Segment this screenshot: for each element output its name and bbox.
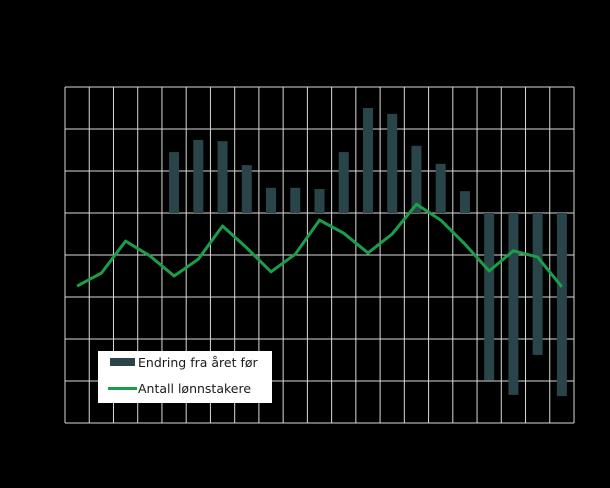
- chart-legend: Endring fra året før Antall lønnstakere: [98, 351, 272, 403]
- legend-label-endring: Endring fra året før: [138, 354, 258, 370]
- line-series-antall-lonnstakere: [76, 202, 564, 288]
- bar: [362, 108, 373, 213]
- bar: [508, 213, 519, 395]
- bar-swatch-icon: [110, 358, 135, 366]
- bar: [484, 213, 495, 381]
- bar: [532, 213, 543, 355]
- bar: [556, 213, 567, 397]
- bar: [217, 141, 228, 213]
- bar: [435, 163, 446, 213]
- legend-label-antall: Antall lønnstakere: [138, 380, 252, 396]
- bar: [266, 187, 277, 213]
- bar: [314, 189, 325, 213]
- bar: [169, 152, 180, 213]
- bar-series-endring: [169, 108, 567, 397]
- line-swatch-icon: [108, 386, 137, 390]
- bar: [338, 152, 349, 213]
- legend-item-endring: Endring fra året før: [110, 353, 258, 371]
- bar: [459, 191, 470, 213]
- bar: [193, 139, 204, 213]
- bar: [411, 145, 422, 213]
- bar: [290, 187, 301, 213]
- bar: [387, 113, 398, 213]
- bar: [241, 165, 252, 213]
- legend-item-antall: Antall lønnstakere: [108, 379, 251, 397]
